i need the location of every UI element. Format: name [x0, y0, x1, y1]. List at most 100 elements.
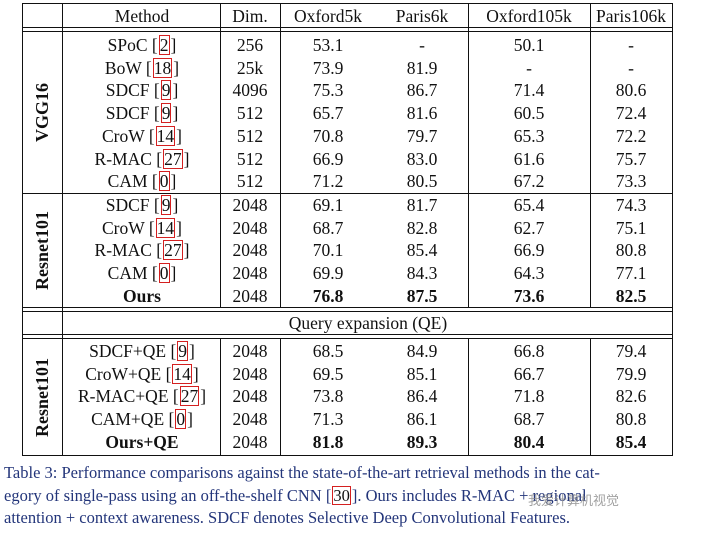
dim-cell: 2048 — [232, 195, 268, 215]
oxford105k-cell: 80.4 — [513, 431, 545, 452]
oxford5k-cell: 71.2 — [312, 171, 344, 192]
paris106k-cell: - — [628, 57, 634, 78]
method-cell: R-MAC+QE [27] — [77, 386, 207, 407]
oxford105k-cell: 71.4 — [513, 80, 545, 101]
method-cell: SDCF [9] — [105, 195, 179, 215]
paris6k-cell: 79.7 — [406, 125, 438, 146]
citation-ref[interactable]: 27 — [180, 386, 199, 407]
dim-cell: 25k — [236, 57, 264, 78]
table-row: CAM [0] 512 71.2 80.5 67.2 73.3 — [22, 170, 672, 192]
method-cell: Ours+QE — [64, 431, 220, 453]
dim-cell: 2048 — [232, 217, 268, 238]
paris106k-cell: 75.1 — [615, 217, 647, 238]
dim-cell: 4096 — [232, 80, 268, 101]
citation-ref[interactable]: 9 — [161, 103, 171, 124]
dim-cell: 2048 — [232, 409, 268, 430]
oxford5k-cell: 70.1 — [312, 240, 344, 261]
citation-ref[interactable]: 9 — [161, 80, 171, 101]
oxford5k-cell: 53.1 — [312, 35, 344, 55]
method-name: CroW — [102, 217, 145, 238]
header-paris106k: Paris106k — [596, 6, 666, 26]
method-name: CAM+QE — [91, 409, 165, 430]
group-divider — [62, 3, 63, 456]
method-name: CroW — [102, 125, 145, 146]
paris6k-cell: 83.0 — [406, 148, 438, 169]
paris106k-cell: 82.5 — [615, 285, 647, 306]
citation-ref[interactable]: 30 — [333, 485, 350, 505]
table-row: SPoC [2] 256 53.1 - 50.1 - — [22, 34, 672, 56]
method-name: SDCF — [105, 195, 150, 215]
caption-line-2a: egory of single-pass using an off-the-sh… — [4, 485, 332, 505]
table-row: R-MAC+QE [27] 2048 73.8 86.4 71.8 82.6 — [22, 385, 672, 407]
oxford5k-cell: 75.3 — [312, 80, 344, 101]
paris6k-cell: 80.5 — [406, 171, 438, 192]
rule-bottom — [22, 455, 672, 456]
paris106k-cell: - — [628, 35, 634, 55]
citation-ref[interactable]: 14 — [173, 363, 191, 384]
oxford5k-cell: 70.8 — [312, 125, 344, 146]
method-name: CroW+QE — [85, 363, 162, 384]
method-name: BoW — [104, 57, 142, 78]
header-row: Method Dim. Oxford5k Paris6k Oxford105k … — [22, 5, 672, 27]
paris6k-cell: - — [419, 35, 425, 55]
table-row: CAM+QE [0] 2048 71.3 86.1 68.7 80.8 — [22, 408, 672, 430]
paris106k-cell: 72.4 — [615, 103, 647, 124]
rule-vgg-end — [22, 193, 672, 194]
qe-section-label: Query expansion (QE) — [288, 313, 448, 333]
col-divider-method — [220, 3, 221, 308]
paris6k-cell: 85.4 — [406, 240, 438, 261]
citation-ref[interactable]: 14 — [156, 125, 175, 146]
paris106k-cell: 74.3 — [615, 195, 647, 215]
oxford105k-cell: 71.8 — [513, 386, 545, 407]
citation-ref[interactable]: 2 — [159, 35, 169, 55]
oxford105k-cell: 65.3 — [513, 125, 545, 146]
table-row: CAM [0] 2048 69.9 84.3 64.3 77.1 — [22, 262, 672, 284]
method-name: Ours — [123, 285, 161, 306]
col-divider-oxford105k — [590, 3, 591, 308]
citation-ref[interactable]: 27 — [164, 240, 182, 261]
paris6k-cell: 85.1 — [406, 363, 438, 384]
paris6k-cell: 86.4 — [406, 386, 438, 407]
paris106k-cell: 80.6 — [615, 80, 647, 101]
method-name: SPoC — [107, 35, 148, 55]
citation-ref[interactable]: 0 — [159, 171, 169, 192]
oxford5k-cell: 71.3 — [312, 409, 344, 430]
dim-cell: 2048 — [232, 386, 268, 407]
citation-ref[interactable]: 0 — [176, 409, 186, 430]
citation-ref[interactable]: 18 — [153, 57, 172, 78]
method-name: SDCF+QE — [89, 341, 167, 361]
table-row: CroW [14] 2048 68.7 82.8 62.7 75.1 — [22, 217, 672, 239]
caption-line-3: attention + context awareness. SDCF deno… — [4, 508, 571, 527]
oxford105k-cell: 60.5 — [513, 103, 545, 124]
paris106k-cell: 80.8 — [615, 409, 647, 430]
dim-cell: 512 — [236, 148, 264, 169]
oxford5k-cell: 68.5 — [312, 341, 344, 361]
col-divider-method-qe — [220, 338, 221, 456]
citation-ref[interactable]: 27 — [164, 148, 182, 169]
watermark: 我爱计算机视觉 — [528, 494, 620, 509]
dim-cell: 2048 — [232, 240, 268, 261]
oxford105k-cell: 68.7 — [513, 409, 545, 430]
paris6k-cell: 84.9 — [406, 341, 438, 361]
table-row: R-MAC [27] 2048 70.1 85.4 66.9 80.8 — [22, 239, 672, 261]
oxford5k-cell: 81.8 — [312, 431, 344, 452]
table-caption: Table 3: Performance comparisons against… — [4, 462, 698, 530]
method-name: R-MAC — [94, 148, 152, 169]
rule-qe-label — [22, 334, 672, 335]
method-cell: CAM [0] — [107, 263, 177, 284]
method-cell: CroW [14] — [102, 125, 182, 146]
caption-line-2: egory of single-pass using an off-the-sh… — [4, 485, 698, 508]
oxford5k-cell: 69.5 — [312, 363, 344, 384]
oxford5k-cell: 73.9 — [312, 57, 344, 78]
citation-ref[interactable]: 0 — [159, 263, 169, 284]
citation-ref[interactable]: 9 — [161, 195, 171, 215]
table-row: SDCF [9] 2048 69.1 81.7 65.4 74.3 — [22, 194, 672, 216]
col-divider-dim — [280, 3, 281, 308]
method-name: R-MAC — [94, 240, 152, 261]
table-row: R-MAC [27] 512 66.9 83.0 61.6 75.7 — [22, 148, 672, 170]
paris106k-cell: 79.9 — [615, 363, 647, 384]
citation-ref[interactable]: 14 — [156, 217, 175, 238]
dim-cell: 2048 — [232, 363, 268, 384]
paris6k-cell: 86.1 — [406, 409, 438, 430]
citation-ref[interactable]: 9 — [178, 341, 188, 361]
